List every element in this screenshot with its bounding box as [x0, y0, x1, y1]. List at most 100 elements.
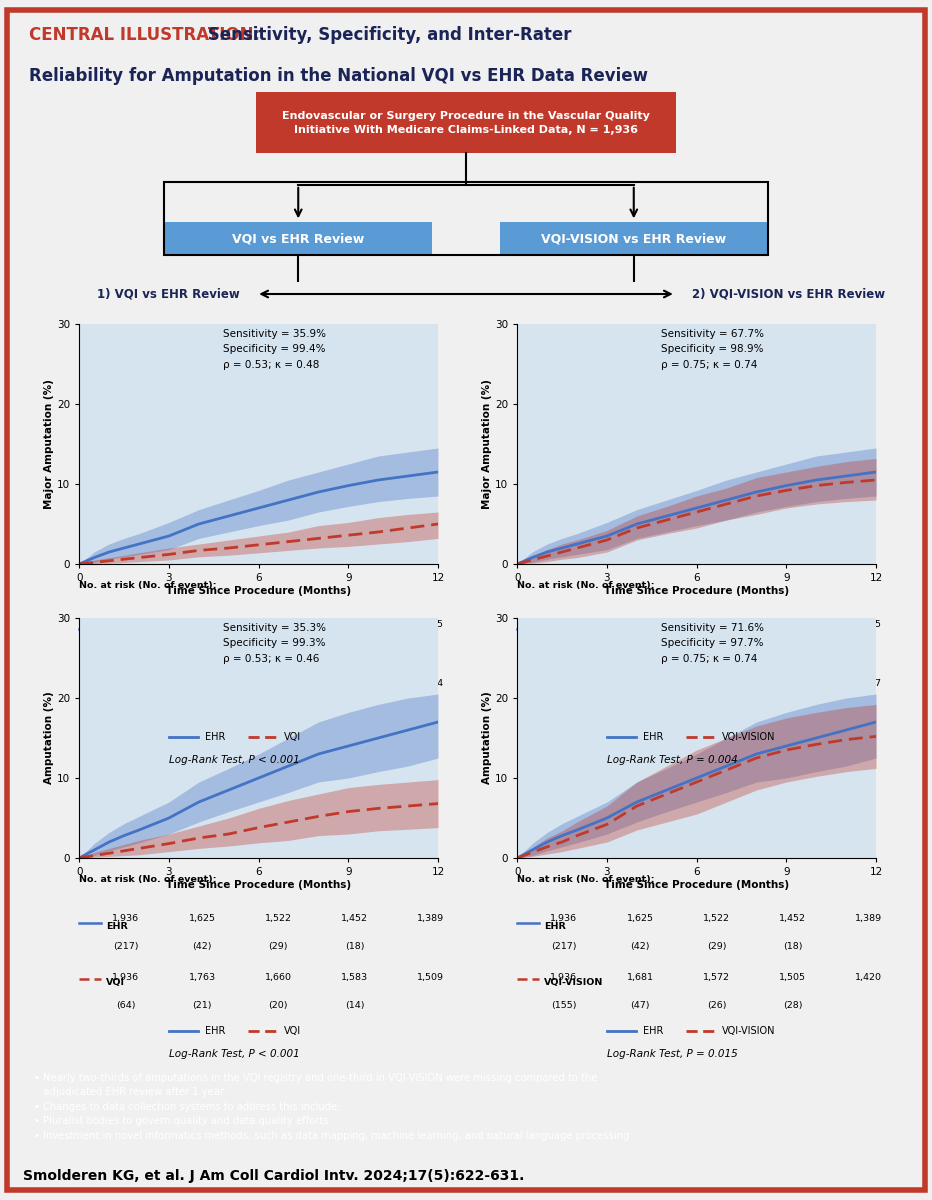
Text: 1,452: 1,452 — [341, 914, 368, 923]
Text: EHR: EHR — [643, 732, 664, 743]
Text: Endovascular or Surgery Procedure in the Vascular Quality
Initiative With Medica: Endovascular or Surgery Procedure in the… — [282, 110, 650, 134]
Text: 1,592: 1,592 — [703, 620, 730, 629]
Text: 1,572: 1,572 — [703, 973, 730, 982]
Text: (28): (28) — [783, 1001, 802, 1010]
Text: VQI: VQI — [283, 1026, 301, 1037]
Text: No. at risk (No. of event):: No. at risk (No. of event): — [517, 581, 655, 590]
Text: (217): (217) — [113, 942, 139, 950]
Text: 1,936: 1,936 — [550, 679, 578, 689]
Text: No. at risk (No. of event):: No. at risk (No. of event): — [79, 875, 217, 884]
Text: EHR: EHR — [106, 922, 128, 931]
Text: (18): (18) — [345, 942, 364, 950]
Text: (36): (36) — [192, 648, 212, 658]
FancyBboxPatch shape — [500, 222, 768, 256]
Y-axis label: Amputation (%): Amputation (%) — [45, 691, 54, 785]
Text: Sensitivity = 35.9%
Specificity = 99.4%
ρ = 0.53; κ = 0.48: Sensitivity = 35.9% Specificity = 99.4% … — [223, 329, 326, 370]
Text: (143): (143) — [113, 648, 139, 658]
Text: 1,389: 1,389 — [856, 914, 883, 923]
Text: 1,583: 1,583 — [341, 973, 368, 982]
X-axis label: Time Since Procedure (Months): Time Since Procedure (Months) — [166, 586, 351, 596]
Text: No. at risk (No. of event):: No. at risk (No. of event): — [79, 581, 217, 590]
Text: 1,534: 1,534 — [418, 679, 445, 689]
Text: (24): (24) — [706, 648, 726, 658]
Text: 1,936: 1,936 — [112, 914, 140, 923]
Text: (217): (217) — [551, 942, 577, 950]
Text: (47): (47) — [630, 1001, 650, 1010]
Text: Sensitivity = 67.7%
Specificity = 98.9%
ρ = 0.75; κ = 0.74: Sensitivity = 67.7% Specificity = 98.9% … — [661, 329, 764, 370]
Text: VQI vs EHR Review: VQI vs EHR Review — [232, 233, 364, 245]
Text: EHR: EHR — [544, 922, 566, 931]
Text: 1,936: 1,936 — [550, 914, 578, 923]
X-axis label: Time Since Procedure (Months): Time Since Procedure (Months) — [604, 880, 789, 890]
X-axis label: Time Since Procedure (Months): Time Since Procedure (Months) — [604, 586, 789, 596]
Text: (18): (18) — [783, 942, 802, 950]
Text: (31): (31) — [630, 707, 650, 716]
Text: VQI: VQI — [283, 732, 301, 743]
Text: (14): (14) — [345, 648, 364, 658]
Text: 1,695: 1,695 — [188, 620, 215, 629]
Text: VQI-VISION: VQI-VISION — [721, 732, 775, 743]
Text: 1,497: 1,497 — [856, 679, 883, 689]
Text: Log-Rank Test, P < 0.001: Log-Rank Test, P < 0.001 — [169, 755, 300, 766]
Text: 1,625: 1,625 — [188, 914, 215, 923]
Text: (16): (16) — [783, 707, 802, 716]
Text: 1,695: 1,695 — [626, 620, 653, 629]
Text: 1,570: 1,570 — [779, 679, 806, 689]
Text: 1,505: 1,505 — [779, 973, 806, 982]
Text: (24): (24) — [268, 648, 288, 658]
Text: 1,781: 1,781 — [188, 679, 215, 689]
Text: 1,681: 1,681 — [626, 973, 653, 982]
Text: (143): (143) — [551, 648, 577, 658]
Text: (26): (26) — [706, 1001, 726, 1010]
Text: EHR: EHR — [205, 732, 226, 743]
Text: 1,625: 1,625 — [626, 914, 653, 923]
Text: 1,509: 1,509 — [418, 973, 445, 982]
Text: 1) VQI vs EHR Review: 1) VQI vs EHR Review — [97, 288, 240, 300]
X-axis label: Time Since Procedure (Months): Time Since Procedure (Months) — [166, 880, 351, 890]
Text: 1,763: 1,763 — [188, 973, 215, 982]
Text: 1,636: 1,636 — [703, 679, 730, 689]
Text: VQI: VQI — [106, 684, 125, 694]
Text: EHR: EHR — [106, 628, 128, 637]
Text: 1,660: 1,660 — [265, 973, 292, 982]
Text: 1,524: 1,524 — [341, 620, 368, 629]
Text: 1,524: 1,524 — [779, 620, 806, 629]
Text: 1,936: 1,936 — [112, 620, 140, 629]
Text: VQI-VISION: VQI-VISION — [544, 978, 604, 988]
Text: VQI: VQI — [106, 978, 125, 988]
Text: Log-Rank Test, P = 0.015: Log-Rank Test, P = 0.015 — [607, 1049, 738, 1060]
Text: (29): (29) — [706, 942, 726, 950]
Text: (*): (*) — [349, 707, 361, 716]
Text: 1,936: 1,936 — [550, 973, 578, 982]
Text: Log-Rank Test, P = 0.004: Log-Rank Test, P = 0.004 — [607, 755, 738, 766]
Text: (14): (14) — [345, 1001, 364, 1010]
Text: VQI-VISION: VQI-VISION — [544, 684, 604, 694]
Text: EHR: EHR — [544, 628, 566, 637]
Text: (42): (42) — [192, 942, 212, 950]
Text: (17): (17) — [268, 707, 288, 716]
Text: (16): (16) — [192, 707, 212, 716]
Text: 1,738: 1,738 — [626, 679, 653, 689]
Text: 1,522: 1,522 — [265, 914, 292, 923]
Text: 1,592: 1,592 — [265, 620, 292, 629]
Text: 1,605: 1,605 — [341, 679, 368, 689]
Text: (46): (46) — [116, 707, 136, 716]
Text: 1,936: 1,936 — [550, 620, 578, 629]
Y-axis label: Amputation (%): Amputation (%) — [483, 691, 492, 785]
FancyBboxPatch shape — [164, 222, 432, 256]
FancyBboxPatch shape — [256, 92, 676, 154]
Text: 1,389: 1,389 — [418, 914, 445, 923]
Text: Reliability for Amputation in the National VQI vs EHR Data Review: Reliability for Amputation in the Nation… — [30, 67, 649, 85]
Text: Log-Rank Test, P < 0.001: Log-Rank Test, P < 0.001 — [169, 1049, 300, 1060]
Text: (155): (155) — [551, 1001, 577, 1010]
Text: Sensitivity, Specificity, and Inter-Rater: Sensitivity, Specificity, and Inter-Rate… — [202, 26, 571, 44]
Text: 1,522: 1,522 — [703, 914, 730, 923]
Text: Sensitivity = 35.3%
Specificity = 99.3%
ρ = 0.53; κ = 0.46: Sensitivity = 35.3% Specificity = 99.3% … — [223, 623, 326, 664]
Text: EHR: EHR — [205, 1026, 226, 1037]
Text: 2) VQI-VISION vs EHR Review: 2) VQI-VISION vs EHR Review — [692, 288, 885, 300]
Text: (64): (64) — [116, 1001, 136, 1010]
Text: 1,680: 1,680 — [265, 679, 292, 689]
Text: 1,455: 1,455 — [856, 620, 883, 629]
Text: (36): (36) — [630, 648, 650, 658]
Text: (14): (14) — [783, 648, 802, 658]
